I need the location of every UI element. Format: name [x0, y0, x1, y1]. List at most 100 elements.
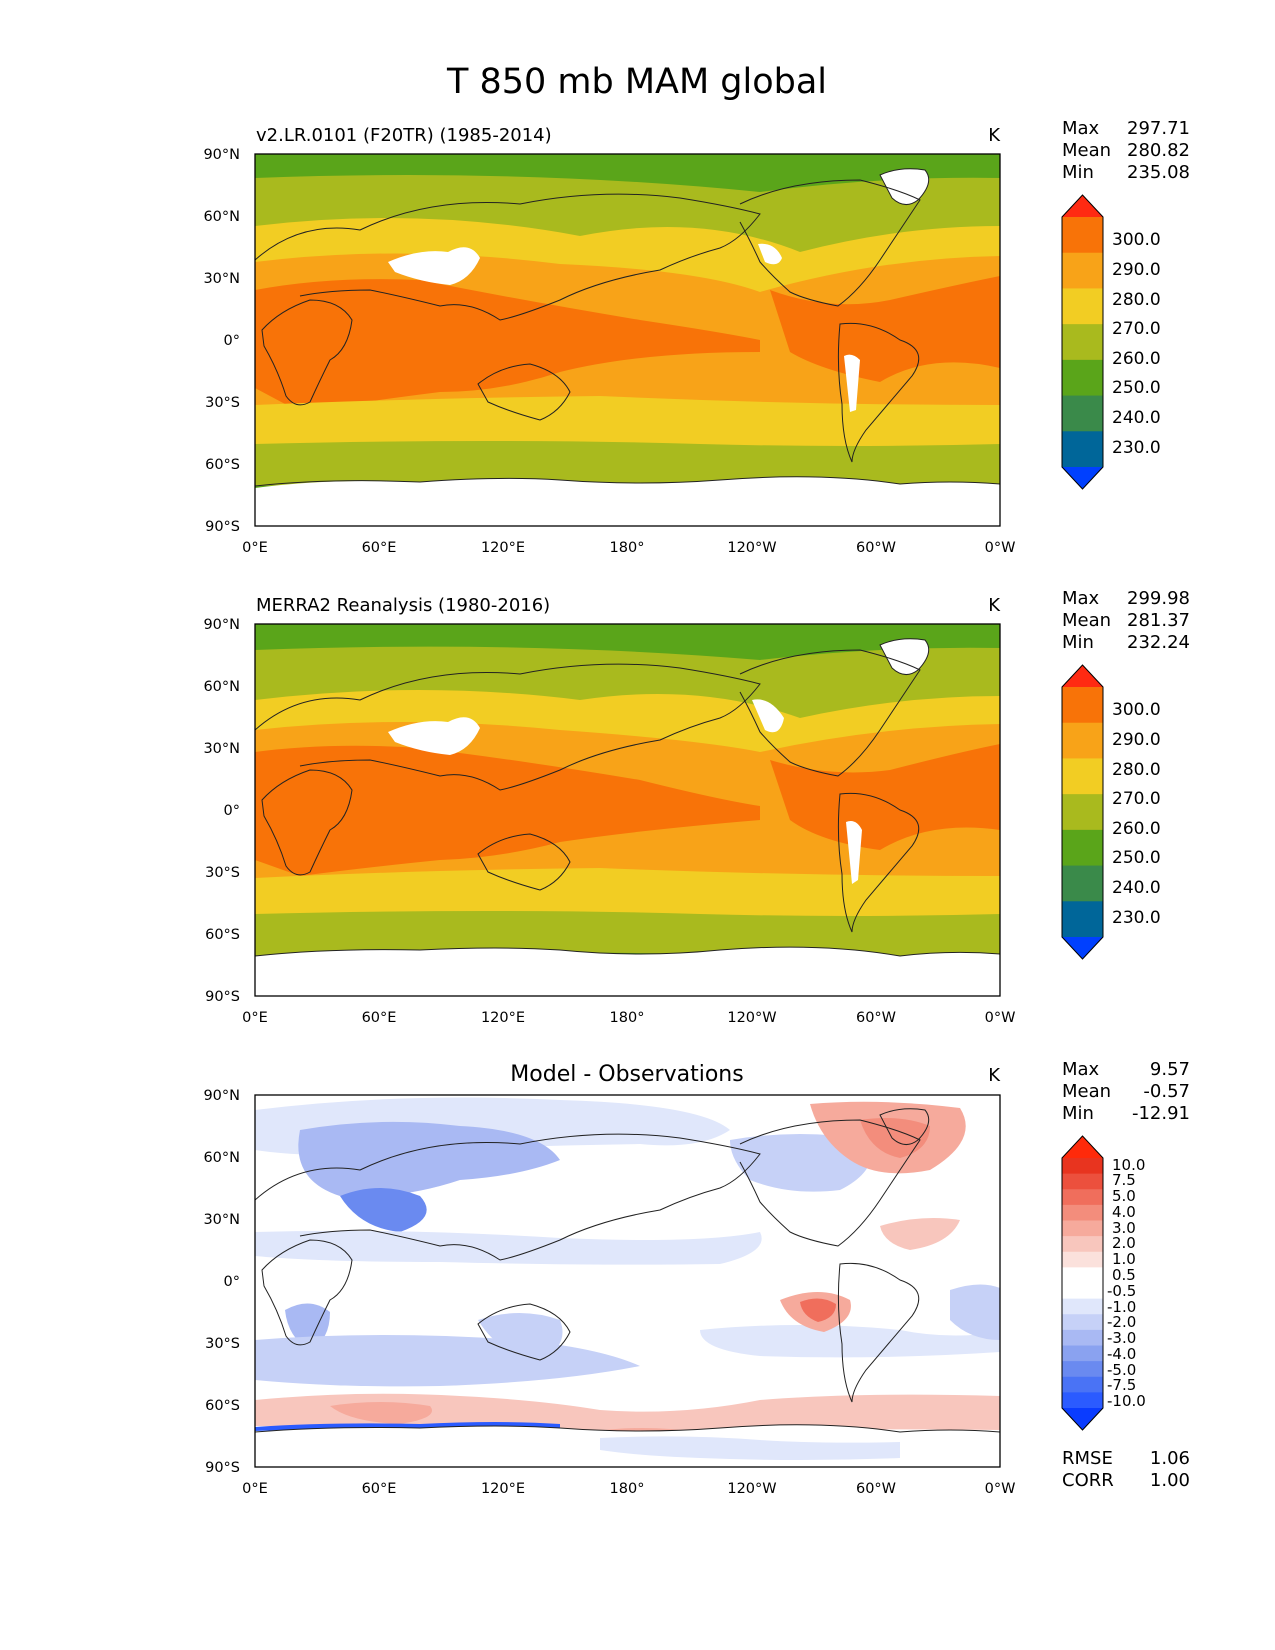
stat-label: Min — [1062, 632, 1094, 653]
metrics-box: RMSE 1.06 CORR 1.00 — [1062, 1448, 1190, 1491]
colorbar-label: 260.0 — [1112, 819, 1161, 839]
colorbar-label: -7.5 — [1107, 1376, 1136, 1394]
coast-namerica — [739, 1119, 921, 1247]
y-tick-label: 30°N — [203, 1212, 240, 1228]
y-tick-label: 90°N — [203, 617, 240, 633]
coast-greenland — [879, 1108, 930, 1145]
y-tick-label: 60°S — [205, 1398, 240, 1414]
colorbar-label: -2.0 — [1107, 1313, 1136, 1331]
blob-neg-southpac — [700, 1325, 1000, 1358]
colorbar-segment — [1062, 758, 1103, 795]
y-tick-label: 60°N — [203, 1150, 240, 1166]
coast-australia — [477, 363, 571, 421]
x-tick-label: 0°E — [242, 1010, 268, 1026]
colorbar-label: 270.0 — [1112, 789, 1161, 809]
x-tick-label: 120°E — [481, 540, 525, 556]
colorbar-outline — [1061, 194, 1104, 490]
antarctica-missing — [255, 476, 1000, 526]
coast-australia — [477, 1303, 571, 1361]
stat-value: 280.82 — [1127, 140, 1190, 161]
colorbar-label: -4.0 — [1107, 1345, 1136, 1363]
y-tick-labels: 90°N 60°N 30°N 0° 30°S 60°S 90°S — [203, 617, 240, 1005]
colorbar-extend-bottom — [1062, 467, 1103, 489]
x-tick-label: 180° — [610, 540, 645, 556]
colorbar-segment — [1062, 722, 1103, 759]
blob-neg-tibet — [340, 1188, 427, 1232]
coast-samerica — [837, 322, 920, 463]
blob-neg-eurasia — [298, 1121, 560, 1197]
x-tick-label: 0°W — [985, 1481, 1016, 1497]
rockies-missing — [752, 699, 784, 733]
x-tick-label: 0°E — [242, 1481, 268, 1497]
y-tick-label: 30°S — [205, 395, 240, 411]
colorbar-label: 300.0 — [1112, 230, 1161, 250]
metric-label: CORR — [1062, 1470, 1114, 1491]
x-tick-label: 60°W — [856, 1010, 896, 1026]
colorbar-segment — [1062, 1329, 1103, 1346]
panel-obs: MERRA2 Reanalysis (1980-2016) K — [203, 588, 1190, 1026]
panel-title: MERRA2 Reanalysis (1980-2016) — [256, 595, 550, 616]
colorbar-segment — [1062, 1204, 1103, 1221]
colorbar-segment — [1062, 324, 1103, 361]
panel-model: v2.LR.0101 (F20TR) (1985-2014) K — [203, 118, 1190, 556]
colorbar-label: -5.0 — [1107, 1361, 1136, 1379]
colorbar-label: 250.0 — [1112, 848, 1161, 868]
stat-value: 232.24 — [1127, 632, 1190, 653]
coastlines — [255, 168, 1000, 487]
y-tick-label: 0° — [224, 1274, 240, 1290]
coastlines — [255, 1108, 1000, 1433]
y-tick-labels: 90°N 60°N 30°N 0° 30°S 60°S 90°S — [203, 147, 240, 535]
blob-neg-antarctic-interior — [600, 1436, 900, 1460]
stats-box: Max 9.57 Mean -0.57 Min -12.91 — [1062, 1059, 1190, 1124]
coast-samerica — [837, 1262, 920, 1403]
greenland-missing — [880, 638, 929, 675]
colorbar-label: 240.0 — [1112, 408, 1161, 428]
stat-label: Max — [1062, 118, 1100, 139]
y-tick-label: 60°S — [205, 927, 240, 943]
coast-samerica — [837, 792, 920, 933]
metric-label: RMSE — [1062, 1448, 1113, 1469]
panel-title: Model - Observations — [510, 1062, 743, 1087]
axes-frame — [254, 1094, 1001, 1468]
colorbar-segment — [1062, 1189, 1103, 1206]
colorbar-segment — [1062, 687, 1103, 724]
colorbar-segment — [1062, 794, 1103, 831]
coastlines — [255, 638, 1000, 957]
axes-frame — [254, 153, 1001, 527]
colorbar-segment — [1062, 252, 1103, 289]
y-tick-label: 30°N — [203, 741, 240, 757]
stat-label: Min — [1062, 162, 1094, 183]
y-tick-label: 30°S — [205, 1336, 240, 1352]
x-tick-label: 60°E — [362, 1481, 397, 1497]
x-tick-label: 60°E — [362, 540, 397, 556]
coast-africa — [261, 299, 353, 406]
y-tick-label: 90°S — [205, 989, 240, 1005]
rockies-missing — [758, 243, 782, 265]
colorbar-extend-bottom — [1062, 1408, 1103, 1430]
colorbar-labels: 300.0 290.0 280.0 270.0 260.0 250.0 240.… — [1112, 700, 1161, 928]
colorbar-label: 300.0 — [1112, 700, 1161, 720]
units-label: K — [988, 125, 1001, 146]
colorbar-label: 290.0 — [1112, 260, 1161, 280]
colorbar-label: 250.0 — [1112, 378, 1161, 398]
colorbar-segment — [1062, 395, 1103, 432]
colorbar-segment — [1062, 359, 1103, 397]
tibet-missing — [388, 247, 480, 285]
x-tick-label: 60°W — [856, 540, 896, 556]
x-tick-label: 180° — [610, 1010, 645, 1026]
colorbar-segment — [1062, 1173, 1103, 1190]
colorbar-segment — [1062, 1376, 1103, 1393]
x-tick-labels: 0°E 60°E 120°E 180° 120°W 60°W 0°W — [242, 1010, 1015, 1026]
colorbar-segment — [1062, 1345, 1103, 1362]
colorbar-label: -3.0 — [1107, 1329, 1136, 1347]
panel-diff: Model - Observations K — [203, 1059, 1190, 1497]
colorbar-label: 280.0 — [1112, 760, 1161, 780]
colorbar-segment — [1062, 1158, 1103, 1175]
colorbar-label: -0.5 — [1107, 1282, 1136, 1300]
x-tick-label: 60°E — [362, 1010, 397, 1026]
y-tick-label: 30°N — [203, 271, 240, 287]
x-tick-label: 0°W — [985, 540, 1016, 556]
colorbar-label: 5.0 — [1112, 1187, 1136, 1205]
colorbar-segment — [1062, 1267, 1103, 1284]
coast-australia — [477, 833, 571, 891]
